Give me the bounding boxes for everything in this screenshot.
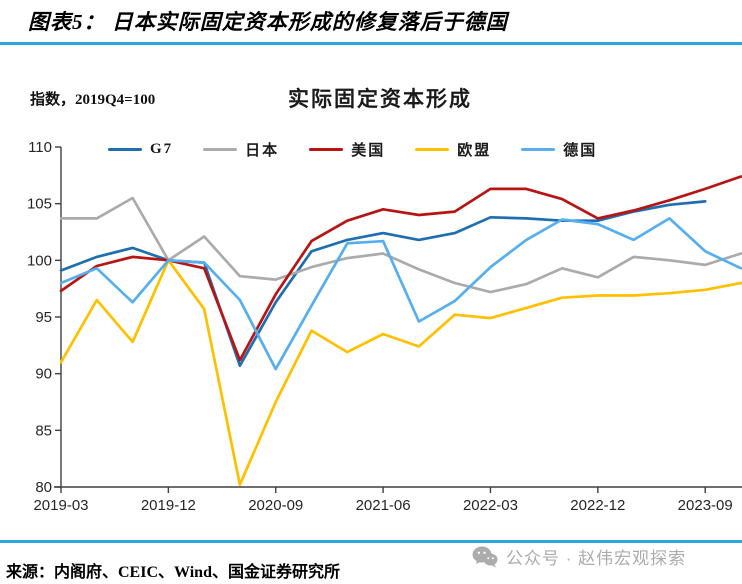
legend-item-欧盟: 欧盟 [415,139,491,160]
legend-swatch [309,147,344,152]
title-divider [0,42,742,45]
y-tick-label: 105 [27,196,52,213]
legend-label: 德国 [563,143,598,159]
legend-label: 日本 [245,143,280,159]
x-tick-label: 2020-09 [248,497,303,514]
series-line-欧盟 [59,258,742,487]
legend-item-日本: 日本 [203,139,279,160]
legend-swatch [203,147,238,152]
x-tick-label: 2022-12 [570,497,625,514]
watermark: 公众号 · 赵伟宏观探索 [472,544,686,569]
axis-unit-note: 指数，2019Q4=100 [30,92,156,108]
figure-title: 图表5： 日本实际固定资本形成的修复落后于德国 [28,10,508,34]
y-tick-label: 80 [35,479,52,496]
series-line-日本 [59,196,742,294]
legend-label: 欧盟 [457,143,492,159]
x-tick-label: 2019-12 [141,497,196,514]
legend-label: 美国 [351,143,386,159]
y-tick-label: 85 [35,422,52,439]
footer-divider [0,540,742,543]
legend-swatch [415,147,450,152]
legend-label: G7 [150,141,174,157]
y-tick-label: 110 [28,139,52,156]
x-tick-label: 2019-03 [33,497,88,514]
x-tick-label: 2023-09 [678,497,733,514]
chart-legend: G7 日本 美国 欧盟 德国 [108,139,597,160]
watermark-text: 公众号 · 赵伟宏观探索 [506,549,687,568]
legend-swatch [108,147,142,152]
x-tick-label: 2021-06 [356,497,411,514]
wechat-icon [472,546,498,567]
x-tick-label: 2022-03 [463,497,518,514]
series-line-德国 [59,217,742,371]
legend-item-G7: G7 [108,141,173,158]
legend-item-美国: 美国 [309,139,385,160]
y-tick-label: 100 [27,252,52,269]
legend-item-德国: 德国 [521,139,597,160]
y-tick-label: 95 [35,309,52,326]
chart-title: 实际固定资本形成 [288,87,472,111]
legend-swatch [521,147,556,152]
source-note: 来源：内阁府、CEIC、Wind、国金证券研究所 [6,564,340,581]
y-tick-label: 90 [35,366,52,383]
